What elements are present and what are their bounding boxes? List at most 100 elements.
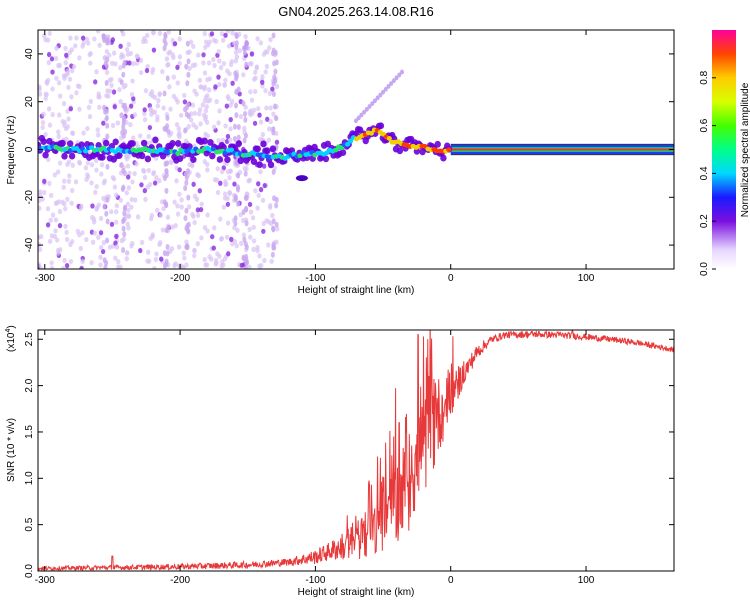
- spectrogram-speckle: [234, 243, 239, 249]
- spectrogram-speckle: [114, 244, 120, 250]
- spectrogram-speckle: [74, 35, 79, 41]
- colorbar-tick-label: 0.0: [699, 262, 710, 276]
- spectrogram-speckle: [212, 177, 218, 183]
- spectrogram-speckle: [99, 171, 104, 177]
- spectrogram-speckle: [145, 184, 150, 190]
- spectrogram-speckle: [197, 111, 202, 117]
- spectrogram-streak: [244, 61, 249, 68]
- spectrogram-streak: [165, 160, 170, 167]
- spectrogram-streak: [105, 196, 110, 203]
- spectrogram-speckle: [61, 100, 67, 107]
- spectrogram-streak: [121, 62, 126, 69]
- spectrogram-speckle: [85, 160, 91, 166]
- spectrogram-speckle: [247, 61, 253, 67]
- spectrogram-speckle: [53, 55, 59, 62]
- spectrogram-speckle: [90, 239, 96, 245]
- spectrogram-speckle: [144, 67, 150, 74]
- spectrogram-speckle: [146, 133, 151, 139]
- snr-scale-base: (x10: [6, 332, 17, 352]
- colorbar-label: Normalized spectral amplitude: [740, 82, 750, 217]
- ridge-outer-blob: [434, 140, 441, 148]
- spectrogram-speckle: [191, 181, 196, 187]
- spectrogram-speckle: [204, 104, 209, 110]
- spectrogram-streak: [273, 49, 278, 56]
- spectrogram-speckle: [207, 97, 213, 103]
- ridge-outer-blob: [324, 140, 332, 148]
- spectrogram-speckle: [168, 106, 173, 112]
- spectrogram-speckle: [214, 98, 219, 105]
- spectrogram-speckle: [38, 84, 42, 90]
- spectrogram-speckle: [159, 256, 164, 262]
- spectrogram-speckle: [111, 50, 117, 56]
- spectrogram-speckle: [173, 223, 178, 229]
- spectrogram-speckle: [192, 110, 198, 116]
- spectrogram-speckle: [235, 227, 240, 233]
- snr-x-tick-label: 100: [578, 575, 595, 586]
- spectrogram-speckle: [222, 256, 228, 262]
- spectrogram-speckle: [266, 219, 272, 225]
- spectrogram-speckle: [138, 133, 143, 139]
- spectrogram-speckle: [142, 188, 148, 194]
- spectrogram-speckle: [207, 254, 212, 260]
- spectrogram-speckle: [248, 209, 254, 215]
- spectrogram-speckle: [157, 178, 162, 184]
- spectrogram-speckle: [50, 112, 55, 118]
- ridge-outer-blob: [129, 140, 136, 147]
- spectrogram-speckle: [49, 265, 55, 269]
- spectrogram-speckle: [80, 258, 85, 264]
- spectrogram-speckle: [202, 31, 208, 37]
- spectrogram-streak: [185, 40, 190, 47]
- spectrogram-speckle: [264, 105, 269, 111]
- spectrogram-speckle: [111, 89, 117, 95]
- spectrogram-speckle: [132, 171, 137, 177]
- snr-x-tick-label: 0: [448, 575, 454, 586]
- spectrogram-speckle: [94, 158, 99, 164]
- spectrogram-speckle: [42, 178, 47, 184]
- spectrogram-streak: [271, 226, 276, 233]
- spectrogram-speckle: [109, 221, 115, 227]
- spectrogram-streak: [104, 114, 109, 121]
- spectrogram-speckle: [252, 120, 258, 126]
- spectrogram-speckle: [263, 69, 268, 75]
- spectrogram-speckle: [177, 191, 182, 197]
- ridge-branch-blob: [378, 92, 383, 98]
- spectrogram-speckle: [249, 97, 255, 103]
- spectrogram-streak: [272, 103, 277, 110]
- spectrogram-speckle: [197, 188, 203, 194]
- spectrogram-speckle: [213, 84, 218, 90]
- spectrogram-speckle: [181, 250, 186, 256]
- spectrogram-speckle: [258, 169, 263, 175]
- spectrogram-speckle: [110, 37, 116, 43]
- ridge-outer-blob: [260, 140, 267, 148]
- spectrogram-speckle: [228, 61, 234, 68]
- snr-plot-area: [38, 330, 674, 571]
- spectrogram-speckle: [190, 62, 196, 69]
- spectrogram-speckle: [216, 120, 221, 126]
- spectrogram-speckle: [118, 65, 123, 71]
- spectrogram-speckle: [142, 174, 148, 181]
- spectrogram-speckle: [117, 87, 122, 93]
- spectrogram-streak: [234, 40, 239, 47]
- spectrogram-speckle: [192, 253, 197, 259]
- spectrogram-y-axis-label: Frequency (Hz): [6, 116, 17, 185]
- spectrogram-speckle: [262, 182, 267, 189]
- spectrogram-speckle: [38, 234, 41, 240]
- spectrogram-speckle: [124, 256, 129, 262]
- spectrogram-speckle: [134, 161, 139, 167]
- spectrogram-speckle: [113, 240, 118, 246]
- ridge-core-blob: [446, 147, 452, 153]
- spectrogram-speckle: [42, 33, 47, 39]
- spectrogram-speckle: [257, 253, 262, 259]
- spectrogram-speckle: [131, 96, 136, 102]
- spectrogram-speckle: [96, 202, 102, 208]
- spectrogram-speckle: [94, 183, 99, 190]
- spectrogram-speckle: [184, 262, 189, 268]
- spectrogram-speckle: [65, 124, 70, 130]
- spectrogram-streak: [162, 125, 167, 132]
- spectrogram-speckle: [149, 212, 155, 219]
- spectrogram-speckle: [56, 250, 61, 256]
- spectrogram-speckle: [130, 179, 135, 185]
- ridge-branch-blob: [383, 86, 388, 92]
- spectrogram-speckle: [267, 90, 273, 96]
- spectrogram-speckle: [68, 35, 73, 41]
